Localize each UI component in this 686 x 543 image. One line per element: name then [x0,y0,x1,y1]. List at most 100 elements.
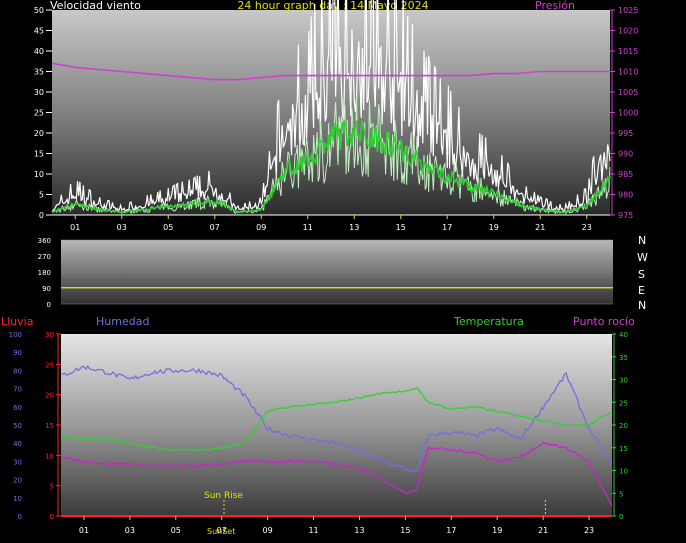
temperature-title: Temperatura [453,315,524,328]
wind-speed-light-line [51,95,611,215]
rain-title: Lluvia [1,315,33,328]
rain-y-tick-label: 0 [50,513,54,521]
wind-y-tick-label: 35 [34,68,44,77]
humidity-y-tick-label: 40 [13,440,22,448]
top-x-tick-label: 09 [256,223,266,232]
direction-y-tick-label: 360 [38,237,51,245]
pressure-y-tick-label: 980 [618,191,633,200]
humidity-y-tick-label: 30 [13,458,22,466]
wind-y-tick-label: 20 [34,129,44,138]
temperature-line [60,386,613,452]
rain-y-tick-label: 5 [50,483,54,491]
pressure-y-tick-label: 990 [618,150,633,159]
temperature-y-tick-label: 15 [619,445,628,453]
direction-y-tick-label: 90 [42,285,51,293]
temperature-y-tick-label: 30 [619,377,628,385]
bottom-x-tick-label: 15 [400,526,410,535]
rain-y-tick-label: 10 [45,452,54,460]
bottom-x-tick-label: 03 [125,526,135,535]
direction-letter-s: S [638,268,645,281]
pressure-y-tick-label: 985 [618,170,633,179]
bottom-x-tick-label: 21 [538,526,548,535]
top-x-tick-label: 23 [582,223,592,232]
direction-y-tick-label: 0 [47,301,51,309]
pressure-y-tick-label: 1025 [618,6,638,15]
direction-y-tick-label: 270 [38,253,51,261]
wind-y-tick-label: 30 [34,88,44,97]
rain-y-tick-label: 30 [45,331,54,339]
temperature-y-tick-label: 35 [619,354,628,362]
humidity-y-tick-label: 0 [18,513,22,521]
temperature-y-tick-label: 40 [619,331,628,339]
direction-letter-n-bottom: N [638,299,646,312]
top-x-tick-label: 19 [489,223,499,232]
humidity-y-tick-label: 100 [9,331,22,339]
wind-speed-title: Velocidad viento [50,0,141,12]
wind-y-tick-label: 10 [34,170,44,179]
dewpoint-title: Punto rocío [573,315,635,328]
top-x-tick-label: 03 [117,223,127,232]
top-x-tick-label: 13 [349,223,359,232]
humidity-y-tick-label: 70 [13,386,22,394]
direction-y-tick-label: 180 [38,269,51,277]
bottom-x-tick-label: 17 [446,526,456,535]
direction-letter-e: E [638,284,645,297]
rain-y-tick-label: 15 [45,422,54,430]
temperature-y-tick-label: 10 [619,468,628,476]
dewpoint-line [60,441,613,507]
pressure-y-tick-label: 975 [618,211,633,220]
bottom-x-tick-label: 07 [217,526,227,535]
wind-y-tick-label: 40 [34,47,44,56]
bottom-x-tick-label: 19 [492,526,502,535]
pressure-line [51,62,610,81]
pressure-y-tick-label: 1015 [618,47,638,56]
pressure-y-tick-label: 995 [618,129,633,138]
bottom-x-tick-label: 23 [584,526,594,535]
temperature-y-tick-label: 25 [619,399,628,407]
bottom-x-tick-label: 09 [263,526,273,535]
top-x-tick-label: 01 [70,223,80,232]
temperature-y-tick-label: 20 [619,422,628,430]
pressure-y-tick-label: 1010 [618,68,638,77]
humidity-title: Humedad [96,315,149,328]
wind-average-line [51,120,611,214]
top-x-tick-label: 07 [210,223,220,232]
rain-y-tick-label: 25 [45,361,54,369]
bottom-x-tick-label: 11 [308,526,318,535]
wind-y-tick-label: 25 [34,109,44,118]
pressure-y-tick-label: 1000 [618,109,638,118]
temperature-y-tick-label: 0 [619,513,623,521]
humidity-y-tick-label: 80 [13,367,22,375]
top-x-tick-label: 21 [535,223,545,232]
temperature-humidity-plot-area [61,334,612,516]
pressure-y-tick-label: 1020 [618,27,638,36]
sunset-label: SunSet [207,527,235,536]
rain-y-tick-label: 20 [45,392,54,400]
bottom-x-tick-label: 13 [354,526,364,535]
pressure-title: Presión [535,0,575,12]
bottom-x-tick-label: 05 [171,526,181,535]
wind-gust-line [51,0,611,213]
humidity-y-tick-label: 60 [13,404,22,412]
humidity-y-tick-label: 20 [13,477,22,485]
humidity-y-tick-label: 90 [13,349,22,357]
top-x-tick-label: 11 [303,223,313,232]
top-x-tick-label: 05 [163,223,173,232]
direction-letter-w: W [637,251,648,264]
wind-y-tick-label: 0 [39,211,44,220]
direction-letter-n-top: N [638,234,646,247]
humidity-y-tick-label: 50 [13,422,22,430]
sunrise-label: Sun Rise [204,491,243,501]
humidity-y-tick-label: 10 [13,495,22,503]
wind-y-tick-label: 5 [39,191,44,200]
top-x-tick-label: 15 [396,223,406,232]
bottom-x-tick-label: 01 [79,526,89,535]
pressure-y-tick-label: 1005 [618,88,638,97]
top-x-tick-label: 17 [442,223,452,232]
wind-y-tick-label: 45 [34,27,44,36]
wind-y-tick-label: 50 [34,6,44,15]
wind-y-tick-label: 15 [34,150,44,159]
humidity-line [60,364,613,473]
